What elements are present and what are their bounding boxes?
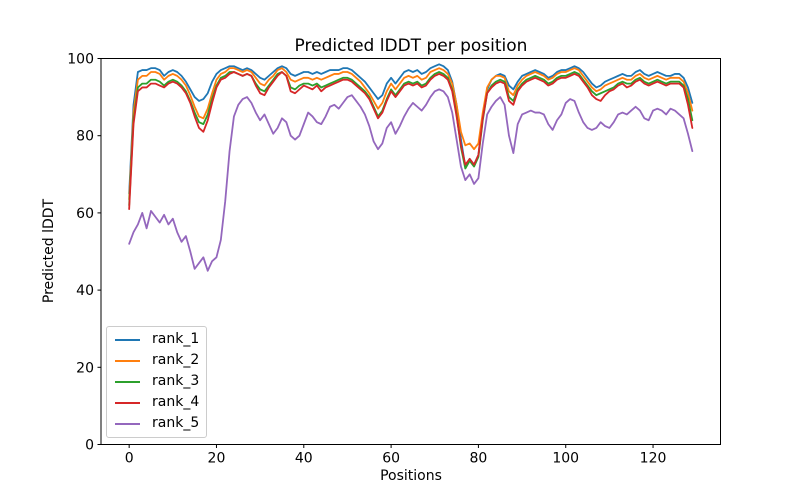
y-tick-label: 20 <box>76 360 94 376</box>
y-tick-label: 80 <box>76 129 94 145</box>
x-tick-label: 20 <box>208 451 226 467</box>
legend-item-rank_3: rank_3 <box>107 371 206 392</box>
legend-label: rank_5 <box>152 415 200 431</box>
legend-label: rank_1 <box>152 331 200 347</box>
legend-label: rank_4 <box>152 394 200 410</box>
y-tick-label: 0 <box>85 438 94 454</box>
legend-label: rank_3 <box>152 373 200 389</box>
chart-title: Predicted lDDT per position <box>294 36 528 56</box>
x-tick-label: 40 <box>295 451 313 467</box>
legend-label: rank_2 <box>152 352 200 368</box>
series-line-rank_2 <box>128 67 694 201</box>
series-line-rank_5 <box>128 88 694 272</box>
y-tick-label: 100 <box>67 52 94 68</box>
legend-item-rank_2: rank_2 <box>107 350 206 371</box>
y-tick-label: 40 <box>76 283 94 299</box>
x-tick-label: 100 <box>552 451 579 467</box>
legend-line-swatch <box>115 359 140 362</box>
legend-line-swatch <box>115 401 140 404</box>
legend: rank_1 rank_2 rank_3 rank_4 rank_5 <box>106 326 207 438</box>
legend-line-swatch <box>115 338 140 341</box>
legend-item-rank_5: rank_5 <box>107 413 206 434</box>
x-tick-label: 0 <box>125 451 134 467</box>
legend-item-rank_1: rank_1 <box>107 329 206 350</box>
x-tick-label: 60 <box>382 451 400 467</box>
x-tick-label: 120 <box>640 451 667 467</box>
series-line-rank_3 <box>128 71 694 207</box>
y-tick-label: 60 <box>76 206 94 222</box>
legend-line-swatch <box>115 422 140 425</box>
series-line-rank_1 <box>128 63 694 195</box>
legend-line-swatch <box>115 380 140 383</box>
series-line-rank_4 <box>128 71 694 210</box>
axes-frame <box>100 58 721 445</box>
x-axis-label: Positions <box>380 468 442 484</box>
legend-item-rank_4: rank_4 <box>107 392 206 413</box>
x-tick-label: 80 <box>470 451 488 467</box>
y-axis-label: Predicted lDDT <box>41 198 57 304</box>
